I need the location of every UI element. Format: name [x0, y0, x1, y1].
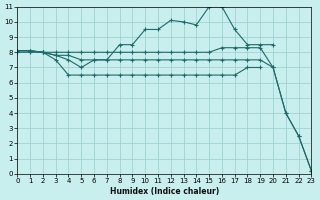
X-axis label: Humidex (Indice chaleur): Humidex (Indice chaleur) — [110, 187, 219, 196]
